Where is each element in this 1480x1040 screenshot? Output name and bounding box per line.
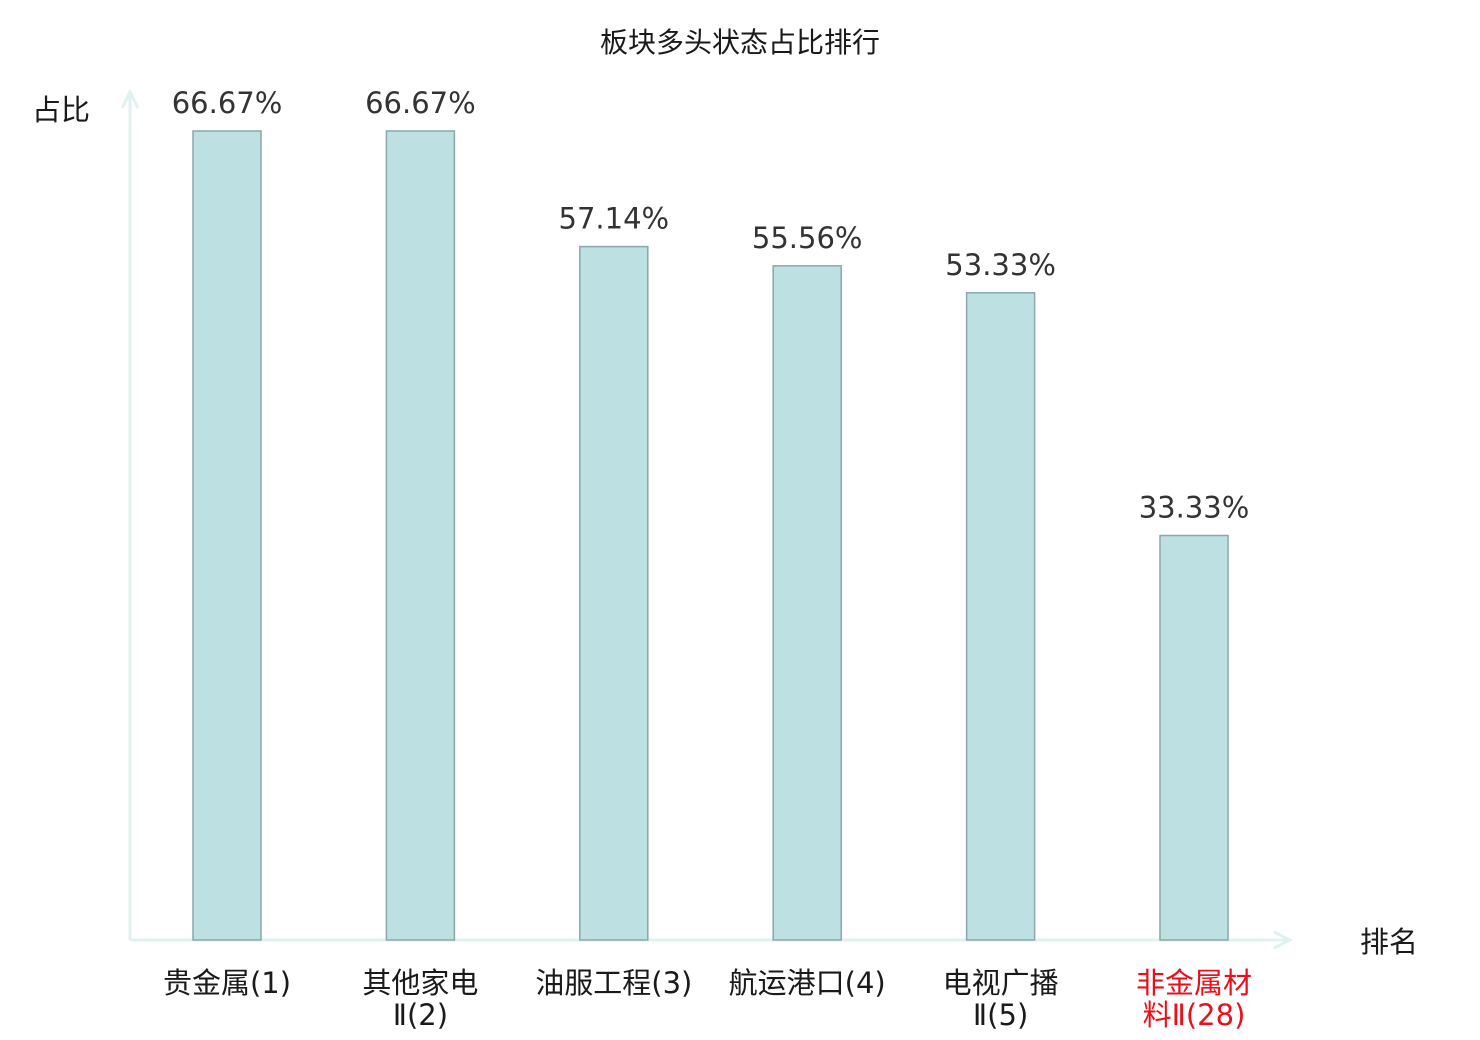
x-tick-label-5: 电视广播 Ⅱ(5) [943,966,1059,1032]
y-axis-title: 占比 [32,93,90,127]
bar-2 [385,130,456,941]
x-tick-labels: 贵金属(1) 其他家电 Ⅱ(2) 油服工程(3) 航运港口(4) 电视广播 Ⅱ(5) 非金属材… [163,966,1252,1032]
value-label-1: 66.67% [172,86,283,120]
bar-series [192,130,1229,941]
bar-4 [772,265,842,941]
value-labels: 66.67% 66.67% 57.14% 55.56% 53.33% 33.33% [172,86,1250,525]
value-label-5: 53.33% [945,248,1056,282]
bar-5 [965,292,1036,941]
x-tick-label-2: 其他家电 Ⅱ(2) [362,966,478,1032]
chart-title: 板块多头状态占比排行 [600,26,880,59]
x-axis-title: 排名 [1360,925,1418,959]
bar-6 [1159,534,1229,941]
value-label-3: 57.14% [559,202,670,236]
x-tick-label-4: 航运港口(4) [729,966,886,1000]
x-tick-label-3: 油服工程(3) [535,966,692,1000]
x-tick-label-1: 贵金属(1) [163,966,291,1000]
value-label-2: 66.67% [365,86,476,120]
value-label-6: 33.33% [1139,491,1250,525]
x-tick-label-6: 非金属材料Ⅱ(28) [1136,966,1252,1032]
value-label-4: 55.56% [752,221,863,255]
bar-3 [579,245,649,941]
bar-1 [192,130,262,941]
